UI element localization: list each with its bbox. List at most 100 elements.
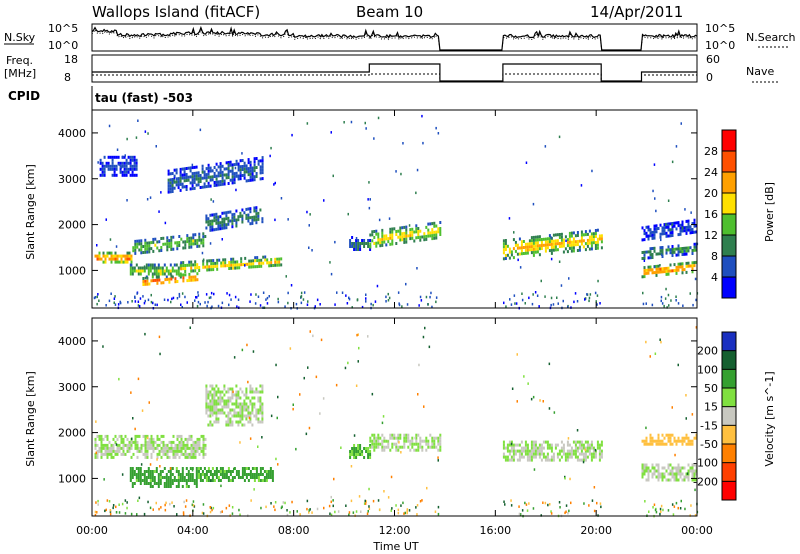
- heatmap-cell: [158, 249, 161, 253]
- heatmap-cell: [158, 443, 161, 447]
- heatmap-cell: [669, 472, 672, 476]
- heatmap-cell: [132, 417, 134, 420]
- heatmap-cell: [188, 263, 191, 267]
- heatmap-cell: [143, 512, 146, 516]
- heatmap-cell: [227, 390, 230, 394]
- heatmap-cell: [582, 452, 585, 456]
- heatmap-cell: [687, 442, 690, 446]
- heatmap-cell: [146, 446, 149, 450]
- heatmap-cell: [512, 446, 515, 450]
- heatmap-cell: [687, 261, 690, 265]
- heatmap-cell: [247, 411, 250, 415]
- velocity-colorbar-label: Velocity [m s^-1]: [763, 371, 776, 466]
- heatmap-cell: [203, 176, 206, 180]
- heatmap-cell: [669, 269, 672, 273]
- heatmap-cell: [144, 446, 147, 450]
- heatmap-cell: [649, 228, 652, 232]
- heatmap-cell: [247, 405, 250, 409]
- heatmap-cell: [259, 408, 262, 412]
- heatmap-cell: [400, 504, 402, 507]
- heatmap-cell: [197, 171, 200, 175]
- heatmap-cell: [229, 423, 232, 427]
- heatmap-cell: [209, 399, 212, 403]
- heatmap-cell: [422, 335, 425, 339]
- heatmap-cell: [689, 439, 692, 443]
- heatmap-cell: [353, 456, 356, 459]
- heatmap-cell: [683, 268, 686, 272]
- heatmap-cell: [558, 242, 561, 245]
- heatmap-cell: [208, 268, 211, 272]
- heatmap-cell: [141, 409, 144, 412]
- heatmap-cell: [149, 263, 152, 267]
- heatmap-cell: [683, 249, 686, 253]
- heatmap-cell: [102, 254, 105, 258]
- heatmap-cell: [155, 501, 157, 505]
- heatmap-cell: [216, 261, 219, 265]
- heatmap-cell: [387, 299, 390, 302]
- heatmap-cell: [415, 439, 418, 443]
- heatmap-cell: [229, 163, 232, 167]
- heatmap-cell: [239, 414, 242, 418]
- heatmap-cell: [156, 446, 159, 450]
- heatmap-cell: [528, 296, 530, 300]
- heatmap-cell: [148, 247, 151, 251]
- heatmap-cell: [359, 242, 362, 245]
- heatmap-cell: [437, 230, 440, 234]
- heatmap-cell: [237, 298, 240, 301]
- heatmap-cell: [255, 215, 258, 219]
- heatmap-cell: [156, 452, 159, 456]
- heatmap-cell: [228, 261, 231, 264]
- heatmap-cell: [111, 158, 114, 162]
- heatmap-cell: [652, 506, 654, 509]
- heatmap-cell: [134, 437, 137, 441]
- heatmap-cell: [174, 443, 177, 447]
- heatmap-cell: [195, 485, 198, 488]
- heatmap-cell: [126, 251, 129, 255]
- heatmap-cell: [255, 417, 258, 421]
- heatmap-cell: [433, 439, 436, 443]
- freq-strip: Freq. [MHz] 18 8 60 0 Nave: [4, 53, 780, 84]
- heatmap-cell: [266, 296, 269, 300]
- heatmap-cell: [261, 405, 264, 409]
- heatmap-cell: [221, 179, 224, 183]
- heatmap-cell: [219, 168, 222, 172]
- heatmap-cell: [227, 176, 230, 179]
- heatmap-cell: [213, 181, 216, 184]
- heatmap-cell: [215, 470, 218, 473]
- heatmap-cell: [245, 473, 248, 476]
- heatmap-cell: [176, 443, 179, 447]
- heatmap-cell: [272, 264, 275, 267]
- heatmap-cell: [113, 173, 116, 177]
- heatmap-cell: [389, 236, 392, 240]
- heatmap-cell: [685, 417, 687, 420]
- heatmap-cell: [395, 170, 397, 173]
- heatmap-cell: [649, 355, 651, 358]
- heatmap-cell: [513, 231, 515, 234]
- heatmap-cell: [193, 165, 196, 169]
- heatmap-cell: [661, 246, 664, 249]
- velocity-colorbar-tick: -15: [700, 419, 718, 432]
- heatmap-cell: [125, 161, 128, 165]
- heatmap-cell: [562, 443, 565, 447]
- y-tick-label: 1000: [58, 472, 86, 485]
- heatmap-cell: [687, 472, 690, 476]
- heatmap-cell: [169, 184, 172, 188]
- heatmap-cell: [185, 467, 188, 470]
- heatmap-cell: [249, 411, 252, 415]
- heatmap-cell: [122, 440, 125, 444]
- heatmap-cell: [227, 423, 230, 427]
- heatmap-cell: [677, 506, 679, 510]
- heatmap-cell: [582, 239, 585, 243]
- heatmap-cell: [673, 436, 676, 440]
- heatmap-cell: [160, 506, 162, 509]
- heatmap-cell: [102, 452, 105, 456]
- heatmap-cell: [104, 434, 107, 438]
- heatmap-cell: [191, 467, 194, 470]
- heatmap-cell: [165, 266, 168, 270]
- heatmap-cell: [209, 470, 212, 473]
- heatmap-cell: [261, 390, 264, 394]
- heatmap-cell: [183, 167, 186, 171]
- heatmap-cell: [144, 247, 147, 251]
- heatmap-cell: [128, 257, 131, 261]
- heatmap-cell: [599, 302, 601, 305]
